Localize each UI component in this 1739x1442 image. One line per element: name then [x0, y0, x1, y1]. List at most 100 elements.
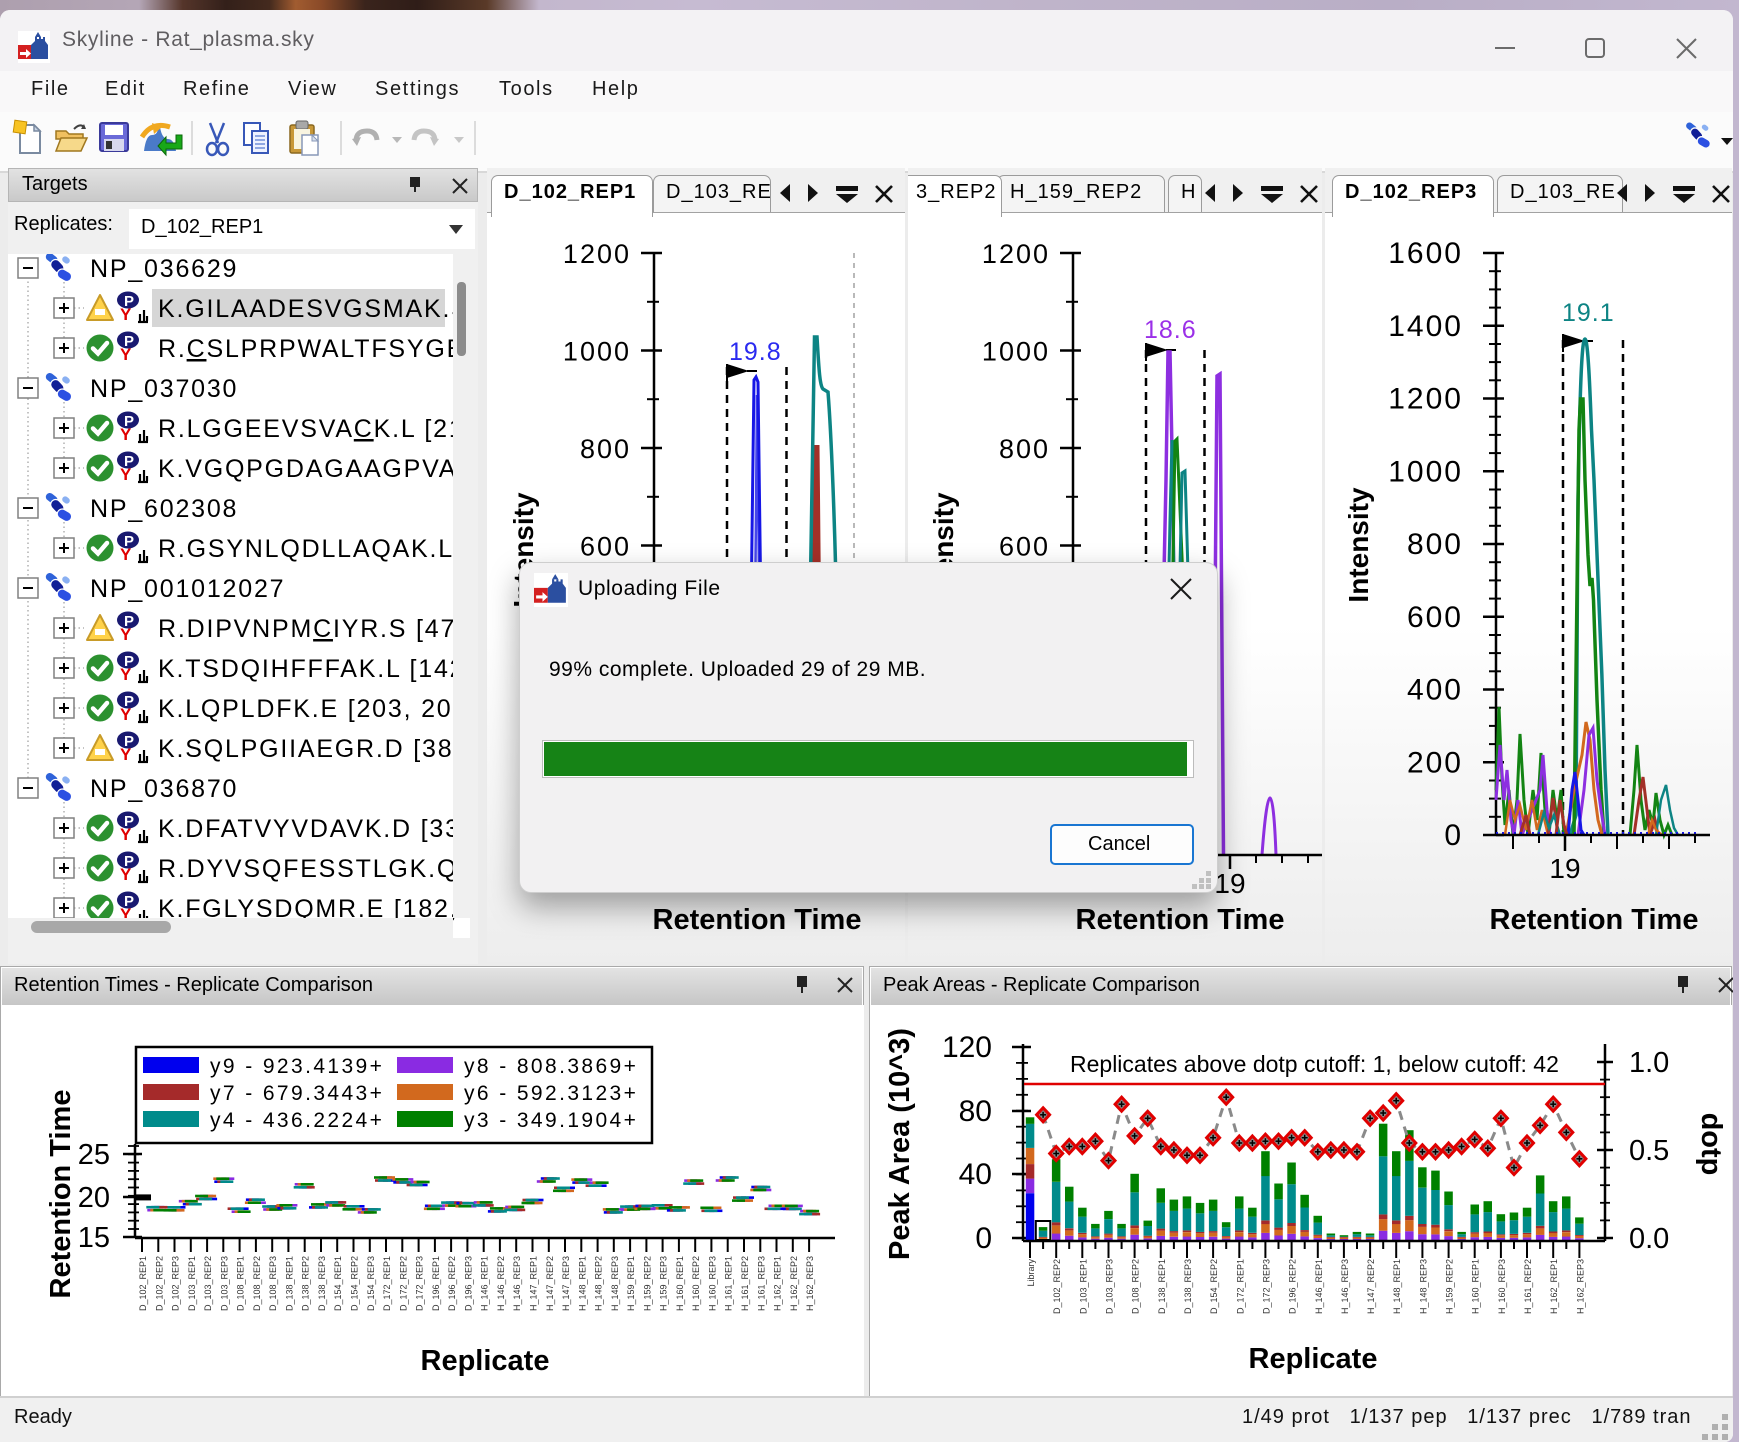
svg-text:y4 - 436.2224+: y4 - 436.2224+ — [210, 1109, 384, 1132]
svg-text:D_172_REP1: D_172_REP1 — [1235, 1259, 1245, 1314]
svg-text:19: 19 — [1214, 868, 1245, 899]
svg-text:18.6: 18.6 — [1144, 316, 1197, 344]
svg-text:D_138_REP3: D_138_REP3 — [317, 1256, 327, 1311]
svg-text:D_138_REP1: D_138_REP1 — [1157, 1259, 1167, 1314]
svg-text:1000: 1000 — [1388, 455, 1463, 488]
svg-text:P: P — [124, 733, 134, 750]
svg-text:P: P — [124, 413, 134, 430]
svg-text:1200: 1200 — [563, 239, 631, 269]
svg-text:H_162_REP1: H_162_REP1 — [773, 1256, 783, 1311]
svg-text:P: P — [124, 693, 134, 710]
svg-text:0.5: 0.5 — [1629, 1135, 1669, 1167]
svg-text:H_147_REP3: H_147_REP3 — [561, 1256, 571, 1311]
svg-text:Retention Time: Retention Time — [1076, 904, 1285, 936]
svg-text:D_108_REP2: D_108_REP2 — [1131, 1259, 1141, 1314]
svg-text:NP_036870: NP_036870 — [90, 775, 238, 803]
svg-text:D_154_REP2: D_154_REP2 — [350, 1256, 360, 1311]
svg-text:D_103_REP3: D_103_REP3 — [1104, 1259, 1114, 1314]
svg-text:800: 800 — [1407, 528, 1463, 561]
svg-text:P: P — [124, 453, 134, 470]
svg-text:H_161_REP2: H_161_REP2 — [1523, 1259, 1533, 1314]
svg-text:Y: Y — [120, 665, 132, 684]
svg-text:D_196_REP3: D_196_REP3 — [463, 1256, 473, 1311]
svg-text:1.0: 1.0 — [1629, 1047, 1669, 1079]
svg-text:H_160_REP2: H_160_REP2 — [691, 1256, 701, 1311]
svg-text:D_103_REP1: D_103_REP1 — [187, 1256, 197, 1311]
svg-text:D_108_REP2: D_108_REP2 — [252, 1256, 262, 1311]
svg-text:NP_037030: NP_037030 — [90, 375, 238, 403]
svg-text:y3 - 349.1904+: y3 - 349.1904+ — [464, 1109, 638, 1132]
svg-text:19.8: 19.8 — [729, 338, 782, 366]
svg-text:P: P — [124, 893, 134, 910]
svg-text:H_162_REP1: H_162_REP1 — [1549, 1259, 1559, 1314]
svg-text:K.DFATVYVDAVK.D [33, 43]: K.DFATVYVDAVK.D [33, 43] — [158, 815, 462, 843]
svg-text:H_147_REP2: H_147_REP2 — [1366, 1259, 1376, 1314]
svg-text:D_138_REP1: D_138_REP1 — [284, 1256, 294, 1311]
svg-text:Y: Y — [120, 625, 132, 644]
svg-text:1000: 1000 — [982, 337, 1050, 367]
svg-text:y8 - 808.3869+: y8 - 808.3869+ — [464, 1055, 638, 1078]
svg-text:H_146_REP1: H_146_REP1 — [1314, 1259, 1324, 1314]
svg-text:K.GILAADESVGSMAK.S [59, 72]: K.GILAADESVGSMAK.S [59, 72] — [158, 295, 462, 323]
svg-text:Y: Y — [120, 825, 132, 844]
svg-text:H_162_REP3: H_162_REP3 — [1575, 1259, 1585, 1314]
svg-text:H_162_REP2: H_162_REP2 — [789, 1256, 799, 1311]
svg-text:D_196_REP2: D_196_REP2 — [447, 1256, 457, 1311]
svg-text:P: P — [124, 533, 134, 550]
svg-text:H_148_REP3: H_148_REP3 — [1418, 1259, 1428, 1314]
svg-text:80: 80 — [959, 1095, 992, 1128]
svg-text:Replicates above dotp cutoff:: Replicates above dotp cutoff: 1, below c… — [1070, 1051, 1559, 1077]
svg-text:800: 800 — [999, 434, 1050, 464]
svg-text:H_148_REP1: H_148_REP1 — [577, 1256, 587, 1311]
svg-text:H_161_REP3: H_161_REP3 — [756, 1256, 766, 1311]
svg-text:H_147_REP1: H_147_REP1 — [528, 1256, 538, 1311]
svg-text:1000: 1000 — [563, 337, 631, 367]
svg-text:R.CSLPRPWALTFSYGE.A [419, 4: R.CSLPRPWALTFSYGE.A [419, 4 — [158, 335, 462, 363]
svg-text:120: 120 — [942, 1031, 992, 1064]
svg-text:Intensity: Intensity — [1343, 487, 1374, 603]
svg-text:Retention Time: Retention Time — [1490, 904, 1699, 936]
svg-text:Peak Area (10^3): Peak Area (10^3) — [884, 1028, 916, 1260]
svg-text:D_108_REP3: D_108_REP3 — [268, 1256, 278, 1311]
svg-text:D_196_REP1: D_196_REP1 — [431, 1256, 441, 1311]
svg-text:R.GSYNLQDLLAQAK.L [91, 10: R.GSYNLQDLLAQAK.L [91, 10 — [158, 535, 462, 563]
svg-text:D_138_REP2: D_138_REP2 — [301, 1256, 311, 1311]
svg-text:Y: Y — [120, 745, 132, 764]
svg-text:D_102_REP3: D_102_REP3 — [171, 1256, 181, 1311]
svg-text:Y: Y — [120, 705, 132, 724]
svg-text:Replicate: Replicate — [1249, 1343, 1378, 1375]
svg-text:H_160_REP1: H_160_REP1 — [1471, 1259, 1481, 1314]
svg-text:K.SQLPGIIAEGR.D [382, 392]: K.SQLPGIIAEGR.D [382, 392] — [158, 735, 462, 763]
svg-text:0: 0 — [975, 1222, 992, 1255]
svg-text:D_103_REP3: D_103_REP3 — [219, 1256, 229, 1311]
svg-text:P: P — [124, 653, 134, 670]
svg-text:P: P — [124, 293, 134, 310]
svg-text:D_102_REP1: D_102_REP1 — [138, 1256, 148, 1311]
svg-text:H_160_REP3: H_160_REP3 — [707, 1256, 717, 1311]
svg-text:H_160_REP3: H_160_REP3 — [1497, 1259, 1507, 1314]
svg-text:Y: Y — [120, 465, 132, 484]
svg-text:H_146_REP3: H_146_REP3 — [1340, 1259, 1350, 1314]
svg-text:25: 25 — [78, 1139, 110, 1171]
svg-text:K.LQPLDFK.E [203, 209]: K.LQPLDFK.E [203, 209] — [158, 695, 462, 723]
svg-text:H_146_REP1: H_146_REP1 — [480, 1256, 490, 1311]
svg-text:dotp: dotp — [1695, 1113, 1727, 1176]
svg-text:y6 - 592.3123+: y6 - 592.3123+ — [464, 1082, 638, 1105]
svg-text:y9 - 923.4139+: y9 - 923.4139+ — [210, 1055, 384, 1078]
svg-text:Y: Y — [120, 545, 132, 564]
svg-text:200: 200 — [1407, 746, 1463, 779]
svg-text:K.TSDQIHFFFAK.L [142, 152]: K.TSDQIHFFFAK.L [142, 152] — [158, 655, 462, 683]
svg-text:H_161_REP1: H_161_REP1 — [724, 1256, 734, 1311]
svg-text:NP_602308: NP_602308 — [90, 495, 238, 523]
svg-text:D_102_REP2: D_102_REP2 — [154, 1256, 164, 1311]
svg-text:600: 600 — [1407, 601, 1463, 634]
svg-text:R.DYVSQFESSTLGK.Q [70, 82: R.DYVSQFESSTLGK.Q [70, 82 — [158, 855, 462, 883]
svg-text:Retention Time: Retention Time — [45, 1090, 77, 1299]
svg-text:Y: Y — [120, 865, 132, 884]
svg-text:19.1: 19.1 — [1562, 299, 1615, 327]
svg-text:H_146_REP2: H_146_REP2 — [496, 1256, 506, 1311]
svg-text:Library: Library — [1026, 1259, 1036, 1287]
svg-text:P: P — [124, 613, 134, 630]
svg-text:Y: Y — [120, 345, 132, 364]
svg-text:D_154_REP1: D_154_REP1 — [333, 1256, 343, 1311]
